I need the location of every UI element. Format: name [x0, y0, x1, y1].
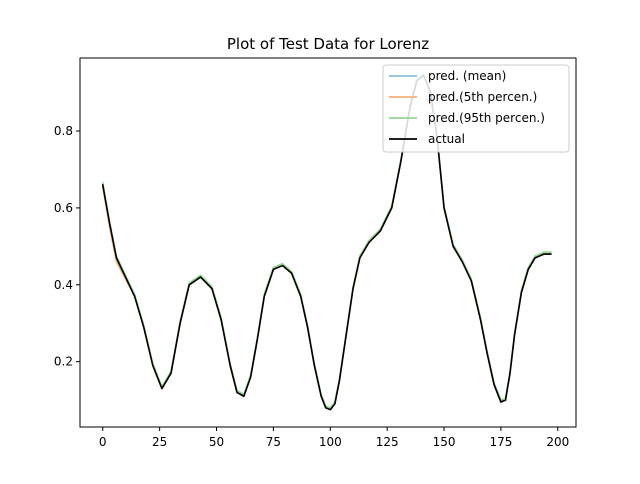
- legend: pred. (mean) pred.(5th percen.) pred.(95th…: [382, 64, 570, 153]
- y-tick-label: 0.2: [54, 355, 73, 369]
- x-tick-label: 50: [209, 435, 224, 449]
- x-tick-label: 25: [152, 435, 167, 449]
- x-tick-label: 150: [433, 435, 456, 449]
- x-tick-label: 75: [266, 435, 281, 449]
- legend-box: [382, 64, 570, 153]
- legend-label: pred.(5th percen.): [428, 90, 537, 104]
- series-line-4: [101, 74, 552, 411]
- legend-label: actual: [428, 132, 465, 146]
- plot-frame: [79, 57, 577, 428]
- y-axis: 0.2 0.4 0.6 0.8: [54, 124, 80, 369]
- x-tick-label: 175: [489, 435, 512, 449]
- y-tick-label: 0.6: [54, 201, 73, 215]
- legend-label: pred.(95th percen.): [428, 111, 545, 125]
- chart-title: Plot of Test Data for Lorenz: [227, 35, 429, 53]
- y-tick-label: 0.8: [54, 124, 73, 138]
- x-tick-label: 100: [319, 435, 342, 449]
- x-tick-label: 0: [99, 435, 107, 449]
- x-axis: 0 25 50 75 100 125 150 175 200: [99, 427, 569, 449]
- legend-label: pred. (mean): [428, 69, 506, 83]
- x-tick-label: 200: [546, 435, 569, 449]
- x-tick-label: 125: [376, 435, 399, 449]
- series-layer: [101, 72, 552, 411]
- y-tick-label: 0.4: [54, 278, 73, 292]
